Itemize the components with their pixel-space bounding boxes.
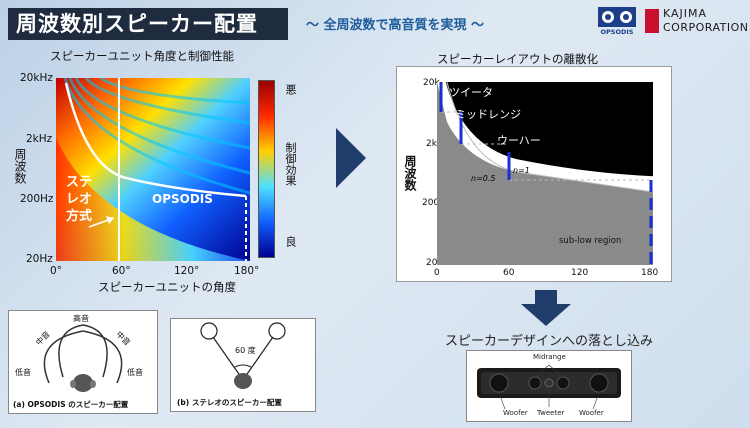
- diagram-a-caption: (a) OPSODIS のスピーカー配置: [13, 400, 129, 409]
- heatmap-plot: OPSODIS ステレオ方式: [56, 78, 250, 261]
- heatmap-colorbar: [258, 80, 275, 258]
- opsodis-logo-text: OPSODIS: [601, 28, 634, 36]
- layout-y-tick-200: 200: [422, 198, 440, 208]
- layout-y-tick-2k: 2k: [426, 139, 437, 149]
- woofer-label: ウーハー: [497, 134, 541, 147]
- tweeter-callout: Tweeter: [537, 409, 565, 417]
- listener-head-b: [234, 373, 252, 389]
- label-low-left: 低音: [15, 368, 31, 377]
- heatmap-y-label: 周波数: [13, 148, 27, 184]
- tweeter-label: ツイータ: [449, 86, 493, 99]
- kajima-logo: KAJIMA CORPORATION: [645, 7, 750, 37]
- diagram-b-svg: [200, 322, 286, 389]
- listener-head-a: [73, 374, 93, 392]
- page-title: 周波数別スピーカー配置: [8, 8, 288, 40]
- diagram-a: 高音 中音 中音 低音 低音 (a) OPSODIS のスピーカー配置: [8, 310, 158, 414]
- n1-label: n=1: [513, 166, 530, 175]
- speaker-product-svg: [477, 364, 621, 410]
- midrange-callout: Midrange: [533, 353, 566, 361]
- heatmap-y-tick-2k: 2kHz: [26, 133, 53, 145]
- colorbar-label-good: 良: [284, 236, 297, 247]
- label-high: 高音: [73, 314, 89, 323]
- layout-x-tick-180: 180: [641, 268, 659, 278]
- colorbar-labels: 悪 制御効果 良: [280, 80, 298, 258]
- woofer-left-callout: Woofer: [503, 409, 528, 417]
- heatmap-svg: [56, 78, 250, 261]
- opsodis-curve-label: OPSODIS: [152, 192, 213, 206]
- heatmap-title: スピーカーユニット角度と制御性能: [50, 49, 234, 63]
- kajima-logo-line2: CORPORATION: [663, 21, 749, 34]
- stereo-arrow-head: [106, 216, 114, 224]
- opsodis-curve: [64, 82, 247, 198]
- page-subtitle: ～ 全周波数で高音質を実現 ～: [306, 18, 485, 33]
- high-region: [437, 82, 653, 177]
- sub-low-label: sub-low region: [559, 236, 622, 246]
- design-title: スピーカーデザインへの落とし込み: [445, 334, 654, 349]
- heatmap-x-label: スピーカーユニットの角度: [98, 280, 236, 294]
- colorbar-label-bad: 悪: [284, 84, 297, 95]
- right-speaker: [268, 322, 286, 340]
- layout-x-tick-0: 0: [434, 268, 440, 278]
- left-speaker: [200, 322, 218, 340]
- layout-chart-title: スピーカーレイアウトの離散化: [437, 52, 598, 66]
- heatmap-x-tick-180: 180°: [234, 265, 260, 277]
- speaker-steps: [439, 82, 653, 265]
- opsodis-logo-mark: OPSODIS: [598, 7, 636, 36]
- heatmap-x-tick-0: 0°: [50, 265, 62, 277]
- diagram-b: 60 度 (b) ステレオのスピーカー配置: [170, 318, 316, 412]
- layout-x-tick-60: 60: [503, 268, 515, 278]
- heatmap-y-tick-20: 20Hz: [26, 253, 53, 265]
- heatmap-y-tick-200: 200Hz: [20, 193, 54, 205]
- speaker-product: Midrange Woofer Tweeter Woofer: [466, 350, 632, 422]
- angle-label: 60 度: [235, 346, 256, 355]
- opsodis-logo: OPSODIS: [596, 6, 638, 36]
- stereo-label: ステレオ方式: [66, 175, 93, 224]
- diagram-a-svg: [43, 324, 123, 392]
- label-low-right: 低音: [127, 368, 143, 377]
- layout-plot: ツイータ ミッドレンジ ウーハー n=1.5 n=1 n=0.5 sub-low…: [437, 82, 653, 265]
- heatmap-x-tick-120: 120°: [174, 265, 200, 277]
- heatmap-y-tick-20k: 20kHz: [20, 72, 53, 84]
- right-arrow: [336, 128, 366, 188]
- kajima-logo-line1: KAJIMA: [663, 7, 708, 20]
- midrange-label: ミッドレンジ: [455, 108, 521, 121]
- down-arrow: [521, 290, 571, 326]
- diagram-b-caption: (b) ステレオのスピーカー配置: [177, 398, 282, 407]
- kajima-logo-mark: [645, 9, 659, 33]
- layout-svg: [437, 82, 653, 265]
- n05-label: n=0.5: [471, 174, 496, 183]
- heatmap-x-tick-60: 60°: [112, 265, 131, 277]
- woofer-right-callout: Woofer: [579, 409, 604, 417]
- layout-x-tick-120: 120: [571, 268, 589, 278]
- layout-y-tick-20: 20: [426, 258, 438, 268]
- step-guides: [441, 111, 653, 181]
- colorbar-label-effect: 制御効果: [284, 142, 297, 186]
- layout-chart-y-label: 周波数: [403, 155, 417, 191]
- n15-label: n=1.5: [541, 156, 566, 165]
- layout-y-tick-20k: 20k: [423, 78, 440, 88]
